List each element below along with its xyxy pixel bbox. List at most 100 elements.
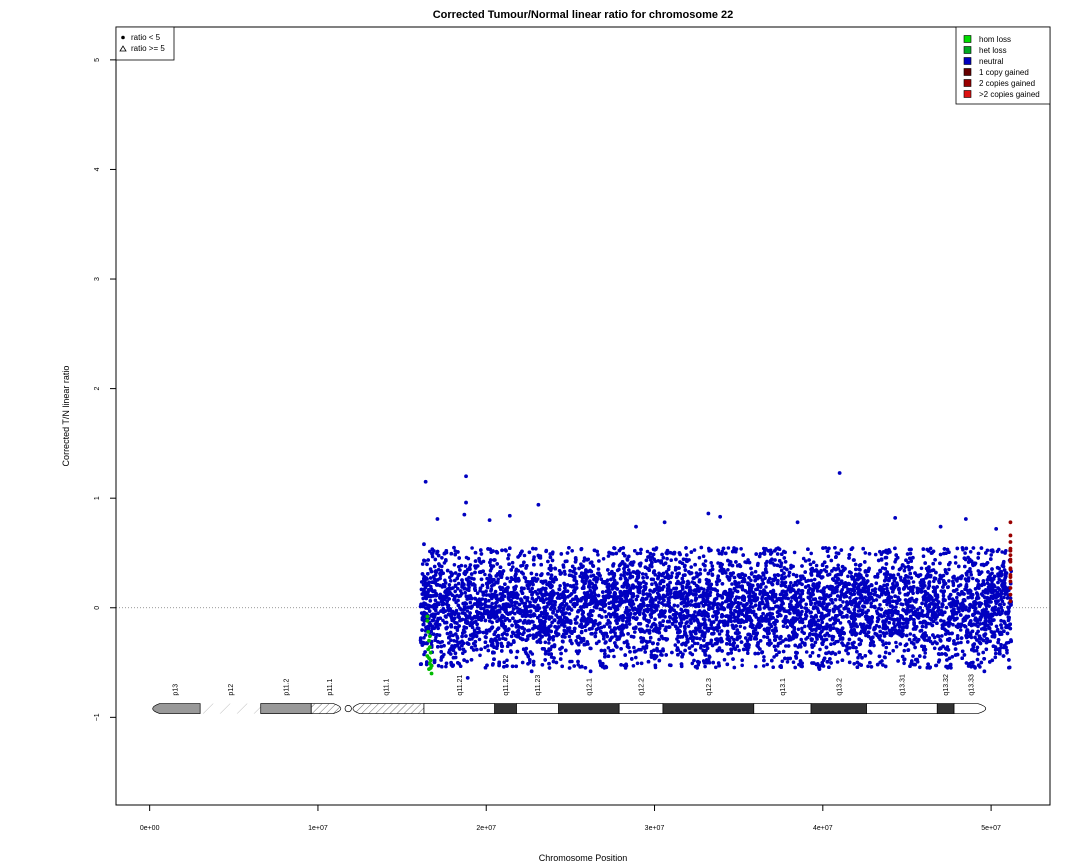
- data-point-neutral: [836, 563, 840, 568]
- data-point-neutral: [733, 631, 738, 635]
- data-point-neutral: [746, 558, 750, 562]
- data-point-neutral: [732, 546, 736, 550]
- data-point-neutral: [596, 553, 600, 557]
- data-point-neutral: [784, 644, 788, 648]
- data-point-neutral: [894, 605, 898, 609]
- data-point-neutral: [947, 567, 951, 572]
- data-point-neutral: [955, 595, 959, 600]
- data-point-neutral: [894, 640, 898, 645]
- data-point-neutral: [447, 641, 451, 645]
- data-point-neutral: [902, 648, 907, 653]
- data-point-neutral: [692, 548, 697, 552]
- data-point-neutral: [522, 586, 526, 591]
- data-point-neutral: [811, 560, 816, 564]
- data-point-neutral: [785, 660, 790, 664]
- data-point-neutral: [603, 609, 607, 614]
- data-point-neutral: [436, 663, 441, 668]
- data-point-neutral: [523, 614, 528, 619]
- data-point-neutral: [534, 572, 539, 577]
- data-point-neutral: [650, 623, 655, 627]
- data-point-neutral: [737, 631, 741, 635]
- data-point-neutral: [811, 592, 815, 597]
- data-point-neutral: [882, 634, 887, 638]
- data-point-neutral: [444, 664, 448, 669]
- data-point-neutral: [791, 660, 796, 664]
- data-point-neutral: [976, 652, 981, 656]
- data-point-neutral: [686, 624, 691, 629]
- data-point-neutral: [485, 644, 490, 648]
- data-point-neutral: [442, 652, 446, 657]
- data-point-neutral: [940, 634, 944, 638]
- data-point-neutral: [522, 575, 527, 580]
- data-point-neutral: [653, 617, 657, 621]
- data-point-neutral: [995, 549, 1000, 554]
- data-point-neutral: [953, 561, 958, 565]
- data-point-neutral: [818, 647, 822, 652]
- data-point-neutral: [919, 566, 924, 571]
- data-point-neutral: [682, 604, 687, 608]
- data-point-neutral: [999, 618, 1003, 623]
- data-point-neutral: [714, 665, 718, 670]
- data-point-neutral: [745, 639, 750, 643]
- data-point-neutral: [993, 651, 998, 656]
- data-point-neutral: [799, 577, 803, 582]
- data-point-neutral: [729, 647, 733, 652]
- data-point-neutral: [932, 646, 937, 651]
- data-point-neutral: [483, 600, 488, 604]
- data-point-neutral: [463, 564, 468, 568]
- data-point-neutral: [852, 662, 856, 666]
- data-point-neutral: [698, 609, 702, 613]
- data-point-neutral: [553, 624, 557, 629]
- data-point-neutral: [575, 615, 579, 619]
- data-point-neutral: [428, 549, 432, 554]
- data-point-neutral: [975, 657, 980, 662]
- data-point-neutral: [606, 582, 611, 586]
- data-point-neutral: [653, 623, 658, 627]
- data-point-neutral: [729, 635, 734, 640]
- data-point-neutral: [761, 664, 766, 668]
- data-point-neutral: [633, 630, 637, 634]
- data-point-neutral: [703, 664, 707, 669]
- data-point-neutral: [960, 546, 965, 550]
- data-point-neutral: [651, 552, 656, 557]
- data-point-neutral: [776, 573, 780, 577]
- data-point-neutral: [968, 550, 973, 554]
- data-point-neutral: [489, 566, 494, 570]
- data-point-neutral: [1000, 626, 1004, 630]
- data-point-neutral: [423, 633, 428, 637]
- data-point-neutral: [667, 564, 671, 569]
- data-point-neutral: [681, 557, 686, 561]
- data-point-neutral: [858, 600, 862, 604]
- data-point-neutral: [511, 565, 515, 569]
- data-point-neutral: [908, 632, 913, 636]
- data-point-neutral: [893, 560, 897, 564]
- data-point-neutral: [883, 655, 887, 660]
- data-point-neutral: [911, 591, 915, 595]
- data-point-neutral: [902, 568, 907, 573]
- data-point-neutral: [449, 638, 453, 642]
- data-point-neutral: [801, 556, 806, 561]
- data-point-neutral: [771, 665, 775, 669]
- data-point-neutral: [449, 579, 453, 583]
- data-point-neutral: [841, 600, 845, 604]
- data-point-neutral: [892, 621, 896, 626]
- data-point-neutral: [526, 654, 531, 659]
- data-point-neutral: [570, 549, 574, 553]
- data-point-neutral: [739, 610, 743, 615]
- data-point-neutral: [791, 583, 796, 588]
- data-point-neutral: [531, 633, 536, 637]
- data-point-neutral: [635, 661, 640, 666]
- data-point-neutral: [729, 610, 733, 615]
- data-point-neutral: [678, 650, 683, 655]
- data-point-neutral: [490, 601, 495, 606]
- data-point-neutral: [762, 606, 767, 610]
- data-point-neutral: [950, 655, 955, 659]
- data-point-neutral: [826, 554, 831, 559]
- data-point-neutral: [887, 641, 891, 646]
- data-point-neutral: [709, 561, 713, 565]
- data-point-neutral: [534, 579, 539, 583]
- data-point-neutral: [741, 608, 746, 612]
- data-point-neutral: [439, 568, 444, 573]
- data-point-neutral: [710, 564, 715, 568]
- data-point-neutral: [656, 559, 661, 563]
